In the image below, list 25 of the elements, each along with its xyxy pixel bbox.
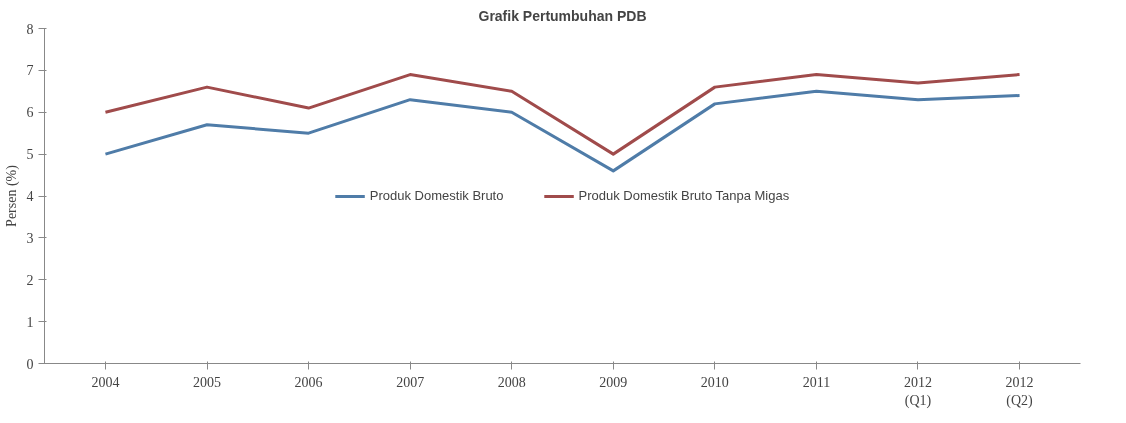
line-series xyxy=(103,89,1022,173)
x-tick-label: 2007 xyxy=(396,374,425,390)
x-tick-label: 2010 xyxy=(700,374,729,390)
x-tick-label: 2008 xyxy=(497,374,526,390)
y-axis-title: Persen (%) xyxy=(3,164,20,227)
y-tick-label: 6 xyxy=(26,105,34,121)
y-tick-label: 8 xyxy=(26,21,34,37)
y-tick-label: 5 xyxy=(26,147,34,163)
legend-label: Produk Domestik Bruto xyxy=(369,188,504,203)
x-tick-label: 2005 xyxy=(193,374,222,390)
y-tick-label: 3 xyxy=(26,230,34,246)
chart-title: Grafik Pertumbuhan PDB xyxy=(478,7,647,24)
x-tick-label: 2009 xyxy=(599,374,628,390)
y-tick-label: 2 xyxy=(26,272,34,288)
x-tick-label: 2012 (Q1) xyxy=(903,374,932,409)
line-series xyxy=(103,73,1022,156)
legend-label: Produk Domestik Bruto Tanpa Migas xyxy=(578,188,790,203)
y-tick-label: 0 xyxy=(26,356,34,372)
x-tick-label: 2012 (Q2) xyxy=(1005,374,1034,409)
x-tick-label: 2004 xyxy=(91,374,120,390)
x-tick-label: 2011 xyxy=(802,374,831,390)
x-tick-label: 2006 xyxy=(294,374,323,390)
y-tick-label: 7 xyxy=(26,63,34,79)
y-tick-label: 4 xyxy=(26,189,34,204)
y-tick-label: 1 xyxy=(26,314,34,330)
